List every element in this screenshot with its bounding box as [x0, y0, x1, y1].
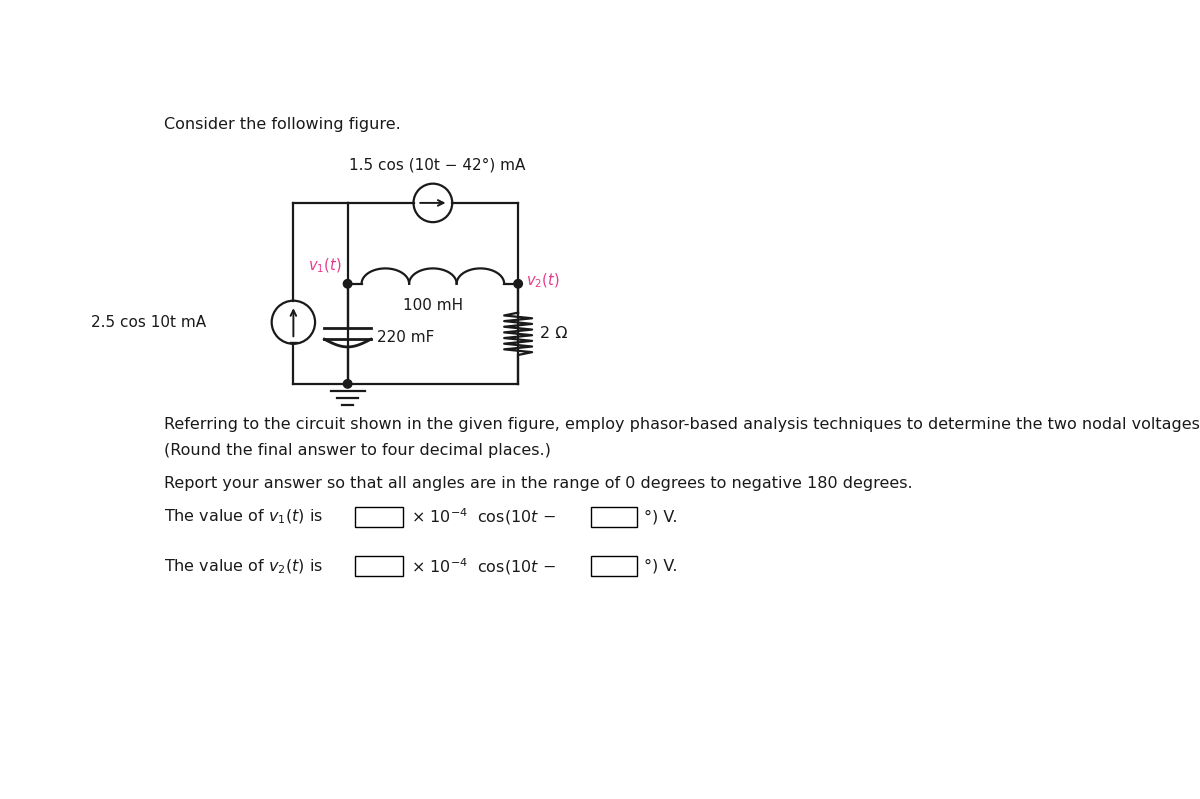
Text: $v_2(t)$: $v_2(t)$	[526, 272, 559, 290]
Text: °) V.: °) V.	[643, 510, 677, 525]
Circle shape	[343, 280, 352, 288]
Text: 220 mF: 220 mF	[377, 330, 434, 345]
Text: (Round the final answer to four decimal places.): (Round the final answer to four decimal …	[164, 443, 551, 458]
Circle shape	[343, 380, 352, 388]
Text: Referring to the circuit shown in the given figure, employ phasor-based analysis: Referring to the circuit shown in the gi…	[164, 417, 1200, 432]
Text: Report your answer so that all angles are in the range of 0 degrees to negative : Report your answer so that all angles ar…	[164, 476, 912, 491]
Bar	[590, 556, 637, 576]
Bar	[355, 556, 403, 576]
Bar	[355, 507, 403, 527]
Text: Consider the following figure.: Consider the following figure.	[164, 117, 401, 132]
Text: The value of $v_1(t)$ is: The value of $v_1(t)$ is	[164, 508, 323, 527]
Text: 100 mH: 100 mH	[403, 297, 463, 312]
Text: °) V.: °) V.	[643, 559, 677, 574]
Text: The value of $v_2(t)$ is: The value of $v_2(t)$ is	[164, 557, 323, 575]
Text: $\times$ 10$^{-4}$  cos(10$t$ $-$: $\times$ 10$^{-4}$ cos(10$t$ $-$	[412, 556, 556, 577]
Circle shape	[514, 280, 522, 288]
Text: $\times$ 10$^{-4}$  cos(10$t$ $-$: $\times$ 10$^{-4}$ cos(10$t$ $-$	[412, 507, 556, 527]
Text: 2 Ω: 2 Ω	[540, 326, 568, 341]
Text: 2.5 cos 10t mA: 2.5 cos 10t mA	[91, 315, 206, 330]
Bar	[590, 507, 637, 527]
Text: $v_1(t)$: $v_1(t)$	[308, 256, 342, 275]
Text: 1.5 cos (10t − 42°) mA: 1.5 cos (10t − 42°) mA	[348, 157, 524, 172]
